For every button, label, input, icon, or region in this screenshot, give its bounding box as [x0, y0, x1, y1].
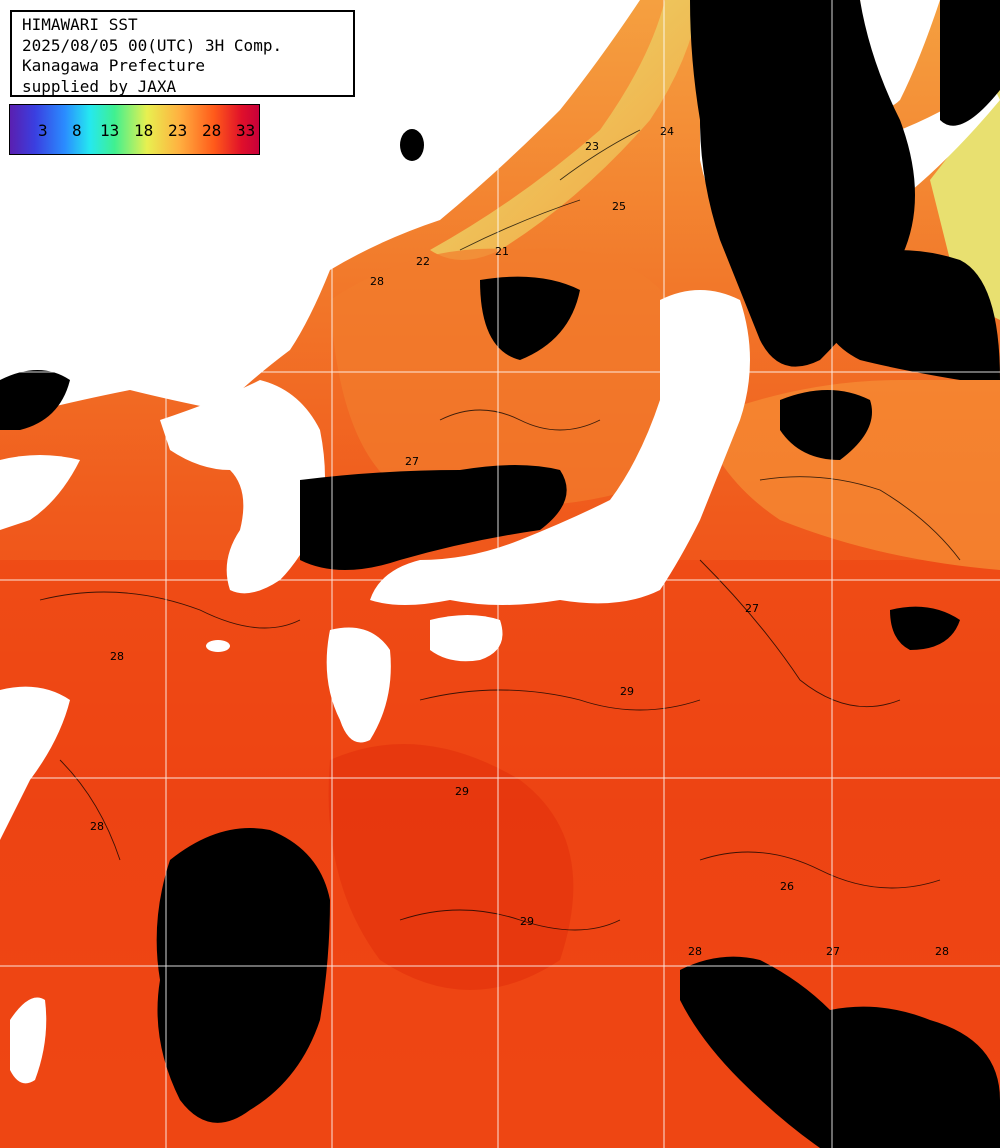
- contour-label: 28: [370, 275, 384, 288]
- contour-label: 23: [585, 140, 599, 153]
- hot-water-patch: [328, 744, 574, 990]
- contour-label: 29: [455, 785, 469, 798]
- legend-tick: 28: [202, 121, 222, 140]
- land-island-1: [400, 129, 424, 161]
- contour-label: 26: [850, 422, 864, 435]
- cold-water-east: [930, 90, 1000, 320]
- region-label: Kanagawa Prefecture: [22, 56, 206, 75]
- cold-water-band: [430, 0, 700, 260]
- land-shikoku: [430, 615, 503, 662]
- legend-tick: 33: [236, 121, 256, 140]
- contour-label: 28: [688, 945, 702, 958]
- title-box: HIMAWARI SST 2025/08/05 00(UTC) 3H Comp.…: [10, 10, 355, 97]
- sea-of-japan: [330, 248, 670, 507]
- land-kyushu: [326, 627, 391, 743]
- contour-label: 21: [495, 245, 509, 258]
- cloud-west-coast: [0, 370, 70, 430]
- cloud-south-west: [156, 828, 330, 1123]
- contour-labels: 28 27 29 26 25 24 23 21 22 29 29 28 27 2…: [90, 125, 949, 958]
- latitude-label-40n: 40N: [14, 352, 42, 370]
- cloud-east: [820, 250, 1000, 380]
- supplier-credit: supplied by JAXA: [22, 76, 177, 96]
- contour-label: 25: [612, 200, 626, 213]
- land-china-coast: [0, 455, 80, 530]
- cloud-pacific-patch: [890, 606, 960, 650]
- contour-label: 29: [620, 685, 634, 698]
- contour-label: 27: [826, 945, 840, 958]
- contour-label: 27: [405, 455, 419, 468]
- cloud-north-east: [940, 0, 1000, 126]
- cloud-korea-strait: [300, 465, 567, 570]
- timestamp: 2025/08/05 00(UTC) 3H Comp.: [22, 35, 283, 55]
- contour-label: 29: [520, 915, 534, 928]
- cloud-sea-of-japan: [480, 276, 580, 360]
- land-taiwan: [10, 997, 47, 1084]
- contour-label: 24: [660, 125, 674, 138]
- legend-tick: 3: [38, 121, 48, 140]
- legend-tick: 13: [100, 121, 120, 140]
- land-shandong: [0, 686, 70, 840]
- contour-label: 28: [90, 820, 104, 833]
- legend-tick: 18: [134, 121, 154, 140]
- legend-tick: 8: [72, 121, 82, 140]
- land-island-2: [206, 640, 230, 652]
- contour-label: 26: [780, 880, 794, 893]
- color-scale-legend: 3 8 13 18 23 28 33: [9, 104, 260, 155]
- contour-label: 22: [416, 255, 430, 268]
- product-title: HIMAWARI SST: [22, 15, 138, 34]
- contour-label: 28: [110, 650, 124, 663]
- land-korea: [160, 380, 325, 594]
- contour-label: 28: [935, 945, 949, 958]
- land-honshu: [370, 290, 750, 605]
- cloud-south-east: [680, 956, 1000, 1148]
- legend-tick: 23: [168, 121, 188, 140]
- cloud-east-coast: [780, 390, 872, 460]
- contour-label: 27: [745, 602, 759, 615]
- isotherm-contours: [39, 129, 961, 931]
